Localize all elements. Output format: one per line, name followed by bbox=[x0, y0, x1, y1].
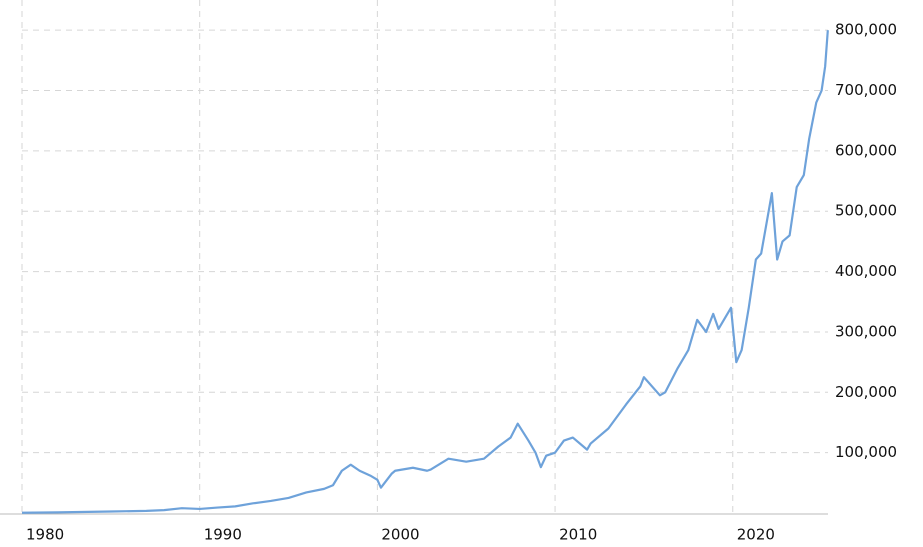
y-tick-label: 300,000 bbox=[835, 322, 897, 340]
y-tick-label: 400,000 bbox=[835, 262, 897, 280]
x-tick-label: 2010 bbox=[559, 526, 597, 544]
y-tick-label: 600,000 bbox=[835, 141, 897, 159]
x-tick-label: 1990 bbox=[204, 526, 242, 544]
y-tick-label: 500,000 bbox=[835, 202, 897, 220]
price-line bbox=[21, 30, 829, 514]
x-tick-label: 2020 bbox=[737, 526, 775, 544]
y-tick-label: 800,000 bbox=[835, 21, 897, 39]
y-tick-label: 100,000 bbox=[835, 443, 897, 461]
x-tick-label: 1980 bbox=[26, 526, 64, 544]
x-tick-label: 2000 bbox=[381, 526, 419, 544]
y-tick-label: 200,000 bbox=[835, 383, 897, 401]
y-tick-label: 700,000 bbox=[835, 81, 897, 99]
